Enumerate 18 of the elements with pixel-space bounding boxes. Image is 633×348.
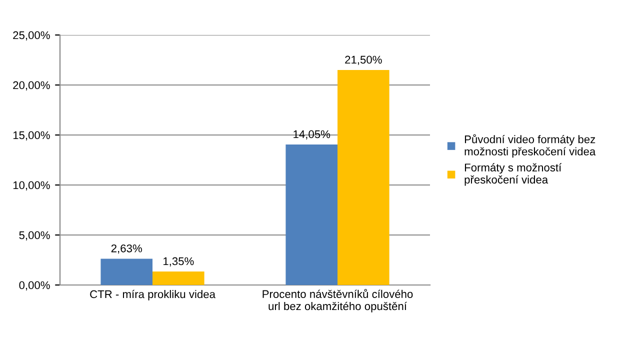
y-tick-label: 25,00% [13, 31, 50, 40]
legend-label: Původní video formáty bez možnosti přeskočení videa [464, 134, 596, 158]
y-tick-label: 5,00% [19, 231, 50, 240]
y-tick-label: 15,00% [13, 131, 50, 140]
y-tick-label: 20,00% [13, 81, 50, 90]
bar [338, 70, 390, 285]
bar [286, 144, 338, 285]
data-label: 21,50% [345, 56, 382, 65]
y-tick-label: 10,00% [13, 181, 50, 190]
data-label: 1,35% [163, 257, 194, 266]
x-tick-label: CTR - míra prokliku videa [90, 290, 216, 300]
x-tick-label: Procento návštěvníků cílového url bez okamžitého opuštění [262, 288, 413, 312]
data-label: 14,05% [294, 130, 330, 140]
bar [100, 258, 152, 285]
y-tick-label: 0,00% [19, 281, 50, 290]
data-label: 2,63% [111, 244, 142, 254]
legend-label: Formáty s možností přeskočení videa [464, 163, 562, 186]
bar [152, 272, 204, 285]
